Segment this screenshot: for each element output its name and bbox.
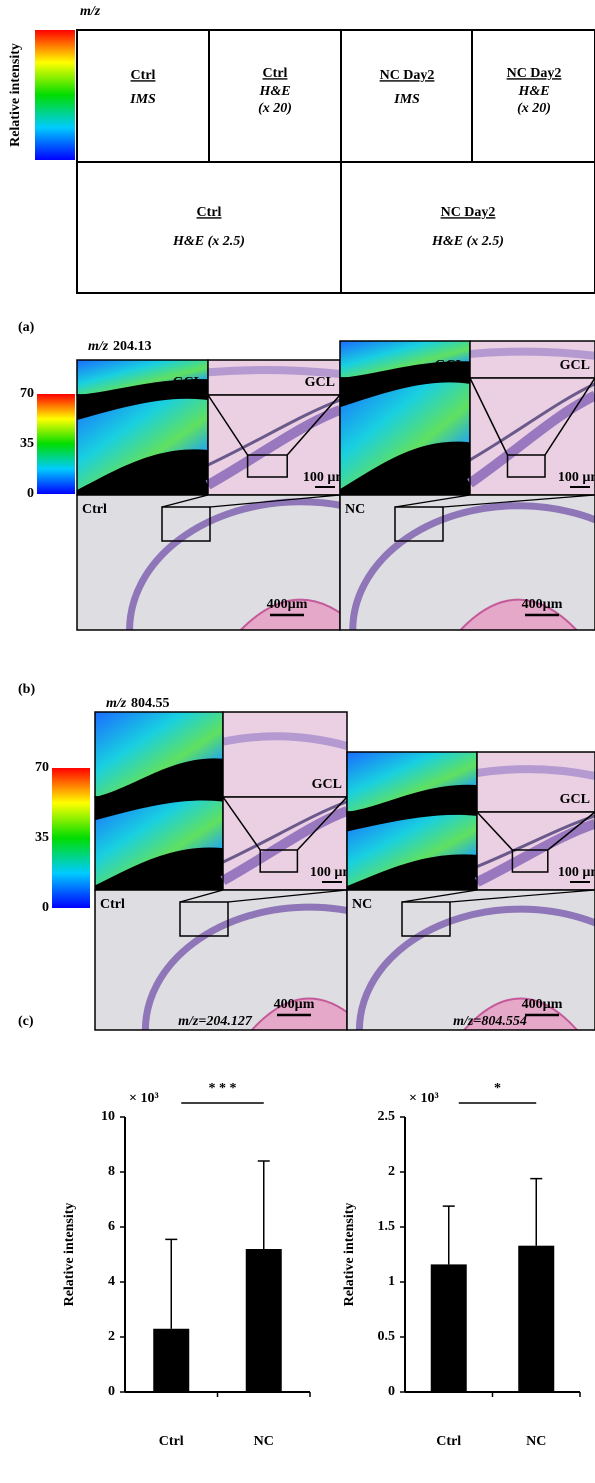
label: m/z bbox=[106, 696, 127, 711]
colorbar-tick-label: 0 bbox=[27, 486, 34, 501]
label: m/z bbox=[88, 339, 109, 354]
cell-title: NC Day2 bbox=[380, 68, 435, 83]
panel-label: (c) bbox=[18, 1014, 34, 1029]
chart-title: m/z=204.127 bbox=[178, 1014, 253, 1029]
error-bar bbox=[258, 1161, 270, 1249]
y-axis-label: Relative intensity bbox=[342, 1203, 357, 1307]
scale-label: 400µm bbox=[267, 597, 308, 612]
cell-magnification: (x 20) bbox=[517, 101, 551, 116]
colorbar bbox=[52, 768, 90, 908]
figure: m/z Relative intensity Ctrl IMS Ctrl H&E (x 20… bbox=[0, 0, 595, 1483]
bar bbox=[153, 1329, 189, 1392]
mz-value: 804.55 bbox=[131, 696, 170, 711]
cell-title: NC Day2 bbox=[441, 205, 496, 220]
error-bar bbox=[443, 1206, 455, 1264]
bar bbox=[518, 1246, 554, 1392]
he-layer bbox=[208, 370, 340, 374]
cell-title: NC Day2 bbox=[507, 66, 562, 81]
y-tick-label: 10 bbox=[101, 1109, 115, 1124]
scale-label: 100 µm bbox=[558, 865, 595, 880]
cell-row bbox=[77, 162, 595, 293]
y-multiplier: × 10³ bbox=[129, 1091, 159, 1106]
x-tick-label: NC bbox=[254, 1434, 274, 1449]
colorbar-tick-label: 70 bbox=[20, 386, 34, 401]
chart-title: m/z=804.554 bbox=[453, 1014, 527, 1029]
cell-subtitle: H&E bbox=[517, 84, 549, 99]
gcl-label: GCL bbox=[173, 375, 203, 390]
page: m/z Relative intensity Ctrl IMS Ctrl H&E (x 20… bbox=[0, 0, 595, 1483]
colorbar bbox=[35, 30, 75, 160]
significance-label: * bbox=[494, 1081, 501, 1096]
colorbar-tick-label: 35 bbox=[35, 830, 49, 845]
gcl-label: GCL bbox=[560, 792, 590, 807]
y-tick-label: 0 bbox=[108, 1384, 115, 1399]
label: m/z bbox=[80, 4, 101, 19]
cell-subtitle: IMS bbox=[393, 92, 420, 107]
axis-label: Relative intensity bbox=[8, 43, 23, 147]
colorbar-tick-label: 70 bbox=[35, 760, 49, 775]
y-tick-label: 2 bbox=[108, 1329, 115, 1344]
cell-subtitle: H&E bbox=[258, 84, 290, 99]
cell-title: Ctrl bbox=[263, 66, 288, 81]
error-bar bbox=[165, 1239, 177, 1328]
y-tick-label: 1 bbox=[388, 1274, 395, 1289]
scale-label: 400µm bbox=[274, 997, 315, 1012]
cell-title: Ctrl bbox=[197, 205, 222, 220]
y-tick-label: 1.5 bbox=[378, 1219, 396, 1234]
y-multiplier: × 10³ bbox=[409, 1091, 439, 1106]
gcl-label: GCL bbox=[312, 777, 342, 792]
error-bar bbox=[530, 1179, 542, 1246]
y-tick-label: 2.5 bbox=[378, 1109, 396, 1124]
colorbar-tick-label: 35 bbox=[20, 436, 34, 451]
cell-title: Ctrl bbox=[131, 68, 156, 83]
gcl-label: GCL bbox=[442, 792, 472, 807]
mz-value: 204.13 bbox=[113, 339, 152, 354]
y-tick-label: 4 bbox=[108, 1274, 115, 1289]
y-tick-label: 6 bbox=[108, 1219, 115, 1234]
y-tick-label: 0 bbox=[388, 1384, 395, 1399]
cell-magnification: (x 20) bbox=[258, 101, 292, 116]
cell-subtitle: H&E (x 2.5) bbox=[431, 234, 504, 249]
significance-label: * * * bbox=[209, 1081, 237, 1096]
scale-label: 400µm bbox=[522, 597, 563, 612]
gcl-label: GCL bbox=[560, 358, 590, 373]
y-tick-label: 0.5 bbox=[378, 1329, 396, 1344]
he-layer bbox=[470, 352, 595, 356]
colorbar-tick-label: 0 bbox=[42, 900, 49, 915]
cell-subtitle: H&E (x 2.5) bbox=[172, 234, 245, 249]
x-tick-label: NC bbox=[526, 1434, 546, 1449]
bar bbox=[246, 1249, 282, 1392]
panel-label: (a) bbox=[18, 320, 35, 335]
colorbar bbox=[37, 394, 75, 494]
scale-label: 100 µm bbox=[558, 470, 595, 485]
group-label: Ctrl bbox=[82, 502, 107, 517]
scale-label: 400µm bbox=[522, 997, 563, 1012]
gcl-label: GCL bbox=[188, 777, 218, 792]
gcl-label: GCL bbox=[305, 375, 335, 390]
x-tick-label: Ctrl bbox=[159, 1434, 184, 1449]
group-label: NC bbox=[352, 897, 372, 912]
y-tick-label: 2 bbox=[388, 1164, 395, 1179]
group-label: NC bbox=[345, 502, 365, 517]
y-tick-label: 8 bbox=[108, 1164, 115, 1179]
panel-label: (b) bbox=[18, 682, 35, 697]
gcl-label: GCL bbox=[435, 358, 465, 373]
cell-subtitle: IMS bbox=[129, 92, 156, 107]
bar bbox=[431, 1264, 467, 1392]
y-axis-label: Relative intensity bbox=[62, 1203, 77, 1307]
group-label: Ctrl bbox=[100, 897, 125, 912]
x-tick-label: Ctrl bbox=[436, 1434, 461, 1449]
